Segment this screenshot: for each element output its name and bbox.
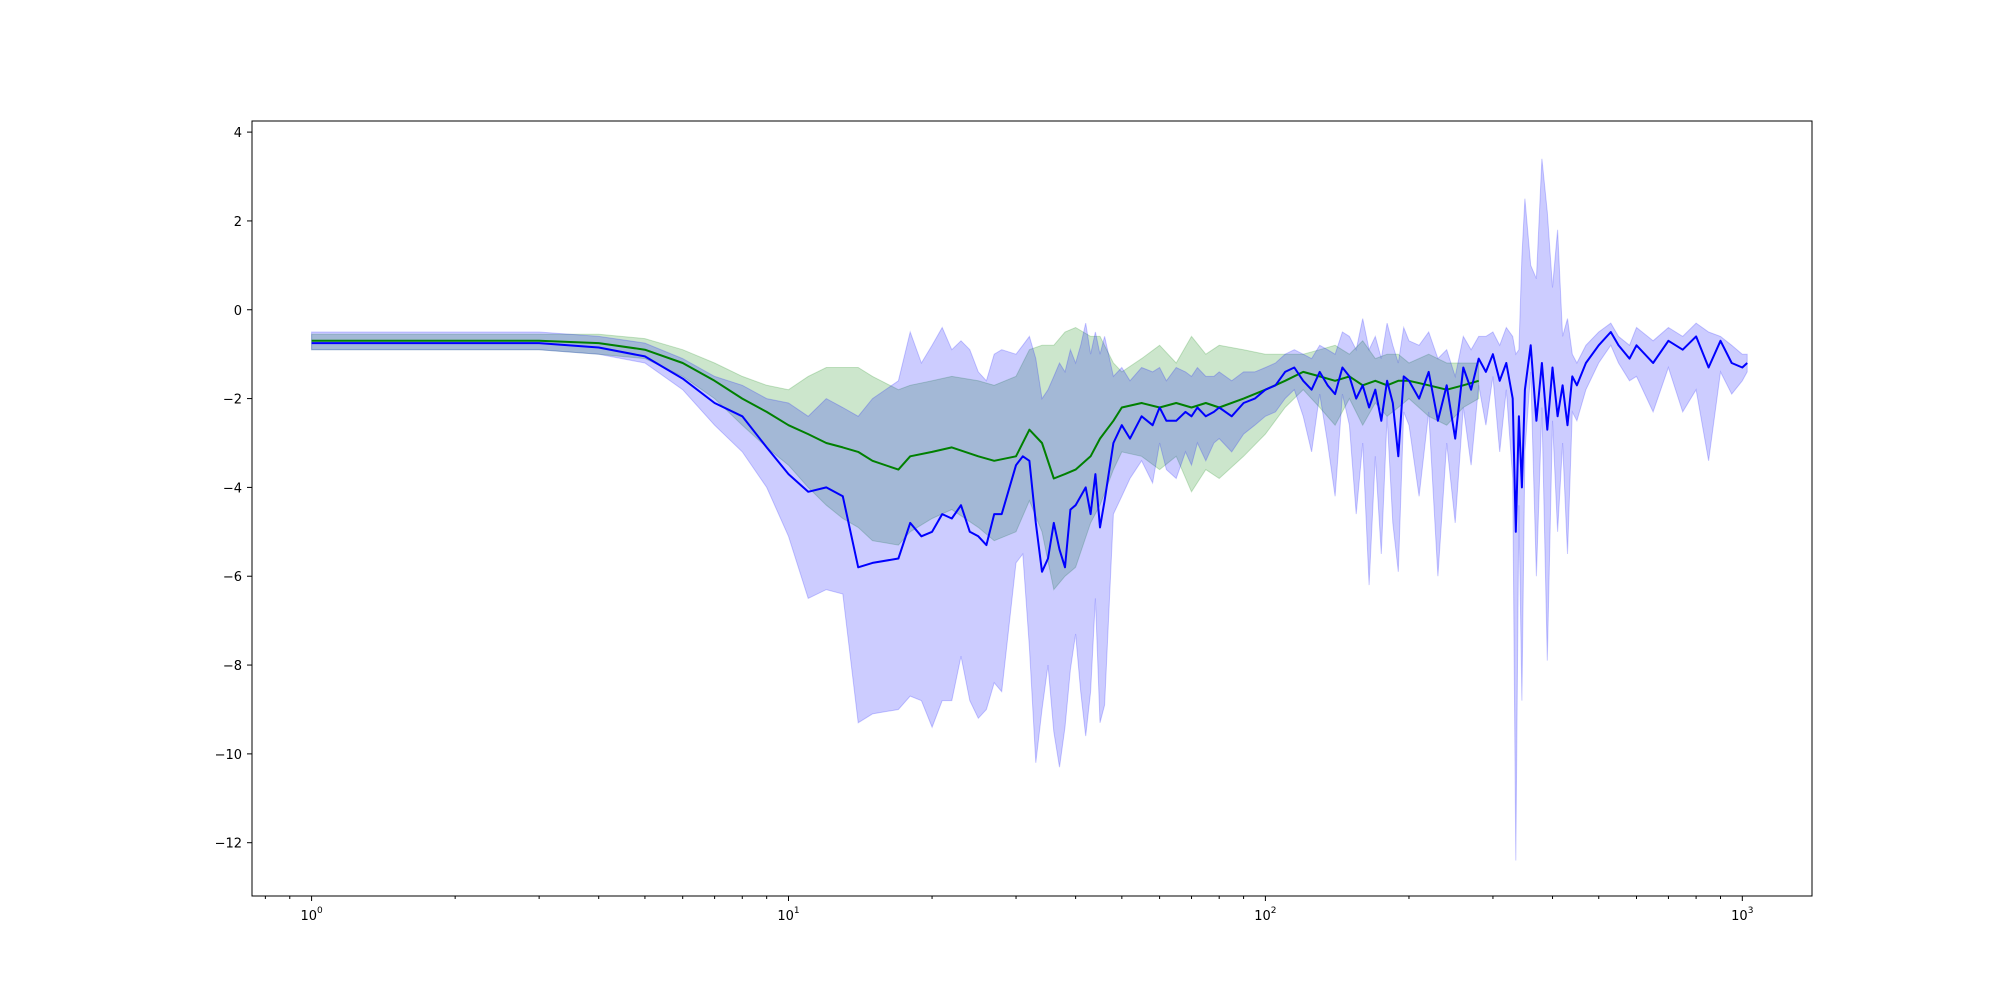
y-tick-label: −4 <box>223 481 242 496</box>
y-tick-label: 0 <box>234 304 242 319</box>
series-line-0 <box>311 339 1479 480</box>
plot-frame <box>251 120 1813 897</box>
x-tick-label: 100 <box>300 906 323 924</box>
x-tick-exponent: 3 <box>1748 906 1754 916</box>
series-lines <box>311 331 1748 573</box>
confidence-bands <box>311 158 1748 861</box>
y-tick-label: −12 <box>215 837 242 852</box>
x-tick-exponent: 2 <box>1271 906 1277 916</box>
x-tick-label: 102 <box>1254 906 1276 924</box>
x-tick-label: 101 <box>777 906 799 924</box>
y-tick-label: −2 <box>223 393 242 408</box>
x-tick-base: 10 <box>300 909 317 924</box>
band-0 <box>311 326 1480 591</box>
y-tick-label: 2 <box>234 215 242 230</box>
y-tick-label: −8 <box>223 659 242 674</box>
series-line-1 <box>311 331 1748 573</box>
band-1 <box>311 158 1748 861</box>
x-tick-base: 10 <box>777 909 794 924</box>
x-tick-base: 10 <box>1731 909 1748 924</box>
y-tick-label: −10 <box>215 748 242 763</box>
x-tick-base: 10 <box>1254 909 1271 924</box>
x-tick-exponent: 0 <box>317 906 323 916</box>
y-axis: 4 2 0 −2 −4 −6 −8 −10 −12 <box>215 126 252 852</box>
y-tick-label: 4 <box>234 126 242 141</box>
x-tick-exponent: 1 <box>794 906 800 916</box>
x-tick-label: 103 <box>1731 906 1753 924</box>
y-tick-label: −6 <box>223 570 242 585</box>
x-axis: 100 101 102 103 <box>264 896 1753 924</box>
